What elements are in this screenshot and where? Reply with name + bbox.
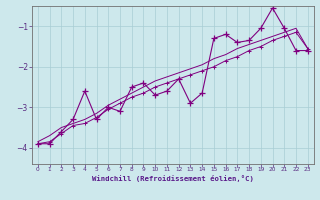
- X-axis label: Windchill (Refroidissement éolien,°C): Windchill (Refroidissement éolien,°C): [92, 175, 254, 182]
